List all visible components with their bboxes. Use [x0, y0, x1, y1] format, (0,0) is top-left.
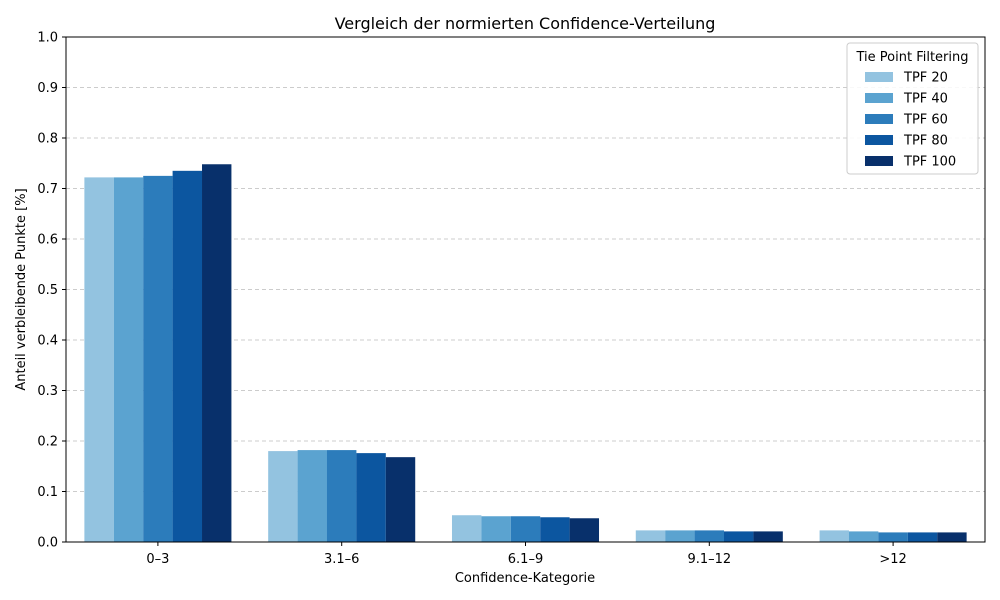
bar	[84, 177, 114, 542]
y-tick-label: 0.5	[37, 283, 58, 298]
legend-swatch	[865, 93, 893, 103]
bar	[724, 531, 754, 542]
bar	[510, 516, 541, 542]
bar	[569, 518, 600, 542]
bar	[694, 530, 725, 542]
bar	[356, 453, 386, 542]
y-tick-label: 0.9	[37, 81, 58, 96]
bar	[753, 531, 783, 542]
bar	[665, 530, 695, 542]
x-tick-label: 6.1–9	[508, 552, 543, 567]
bar	[907, 532, 938, 542]
bar	[848, 531, 879, 542]
x-axis-title: Confidence-Kategorie	[455, 571, 595, 586]
x-tick-label: >12	[879, 552, 906, 567]
plot-frame	[65, 36, 986, 543]
y-tick-label: 0.7	[37, 182, 58, 197]
bar	[268, 451, 298, 542]
gridlines	[66, 87, 985, 492]
bar	[451, 515, 482, 542]
x-tick-label: 9.1–12	[687, 552, 731, 567]
y-tick-label: 0.8	[37, 132, 58, 147]
chart-title: Vergleich der normierten Confidence-Vert…	[335, 14, 716, 33]
y-tick-label: 0.6	[37, 233, 58, 248]
bar	[819, 530, 849, 542]
bar	[937, 532, 967, 542]
bar	[635, 530, 666, 542]
y-tick-label: 0.1	[37, 485, 58, 500]
legend-swatch	[865, 156, 893, 166]
legend-label: TPF 100	[903, 155, 956, 170]
legend-swatch	[865, 72, 893, 82]
legend-swatch	[865, 135, 893, 145]
y-tick-label: 0.2	[37, 435, 58, 450]
bar	[326, 450, 357, 542]
y-tick-label: 0.0	[37, 536, 58, 551]
legend-label: TPF 60	[903, 113, 948, 128]
tick-labels: 0.0 0.1 0.2 0.3 0.4 0.5 0.6 0.7 0.8 0.9 1.0 0–3 3.1–…	[37, 31, 907, 568]
legend-label: TPF 40	[903, 92, 948, 107]
bar	[878, 532, 908, 542]
legend-swatch	[865, 114, 893, 124]
bar	[172, 170, 203, 542]
legend-label: TPF 20	[903, 71, 948, 86]
axes	[62, 36, 986, 546]
y-tick-label: 0.3	[37, 384, 58, 399]
bar	[113, 177, 144, 542]
y-tick-label: 1.0	[37, 31, 58, 46]
bar	[481, 516, 511, 542]
bar	[540, 517, 570, 542]
legend-label: TPF 80	[903, 134, 948, 149]
x-tick-label: 3.1–6	[324, 552, 359, 567]
bar	[385, 457, 416, 542]
bar	[202, 164, 232, 542]
x-tick-label: 0–3	[146, 552, 169, 567]
legend-title: Tie Point Filtering	[856, 50, 969, 65]
y-axis-title: Anteil verbleibende Punkte [%]	[14, 188, 29, 390]
bars	[84, 164, 967, 542]
bar	[297, 450, 327, 542]
legend-items: TPF 20 TPF 40 TPF 60 TPF 80 TPF 100	[865, 71, 956, 170]
bar	[143, 175, 173, 542]
y-tick-label: 0.4	[37, 334, 58, 349]
